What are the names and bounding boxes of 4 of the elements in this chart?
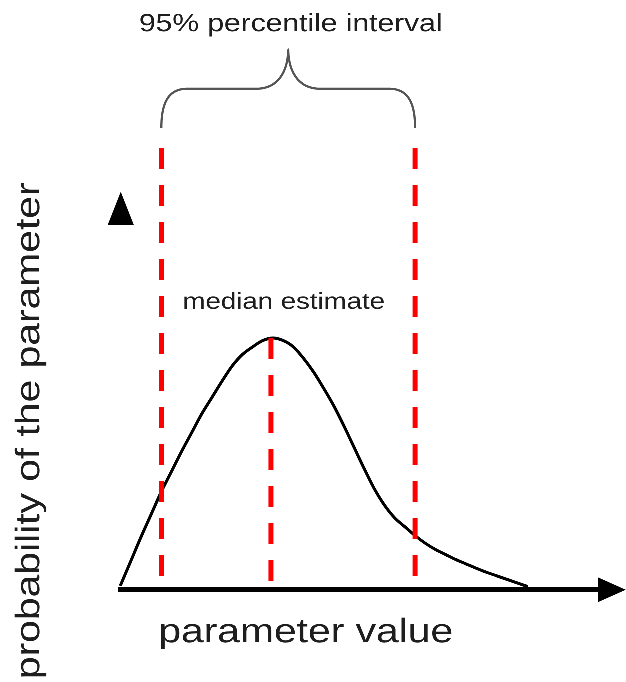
text: median estimate bbox=[182, 288, 386, 314]
x-axis-title: parameter value bbox=[158, 612, 454, 652]
text: 95% percentile interval bbox=[140, 10, 444, 38]
y-axis-title: probability of the parameter bbox=[9, 182, 48, 680]
